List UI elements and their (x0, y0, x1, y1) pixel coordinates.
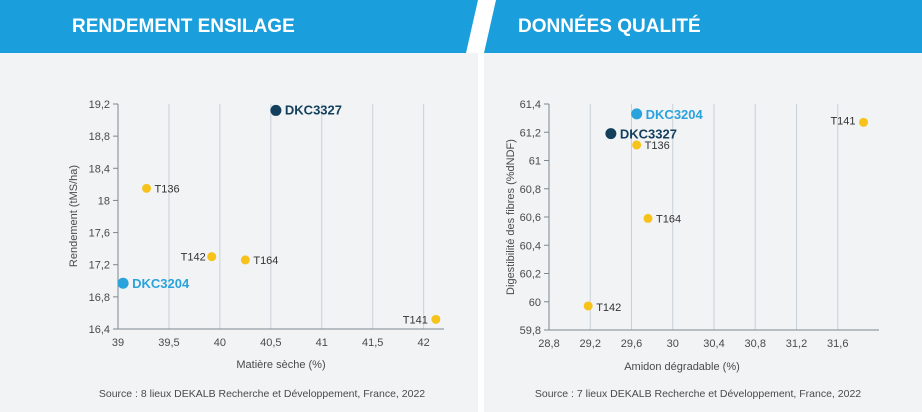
header-rendement-ensilage: RENDEMENT ENSILAGE (0, 0, 478, 53)
y-tick-label: 60,6 (520, 212, 541, 224)
x-tick-label: 29,2 (580, 338, 601, 350)
point-label-t136: T136 (155, 183, 180, 195)
y-tick-label: 18 (98, 195, 110, 207)
y-tick-label: 18,8 (89, 131, 110, 143)
data-point-dkc3204 (631, 108, 643, 120)
y-axis-title: Rendement (tMS/ha) (68, 165, 80, 267)
x-tick-label: 41,5 (362, 337, 383, 349)
header-title: DONNÉES QUALITÉ (518, 15, 701, 37)
source-note: Source : 7 lieux DEKALB Recherche et Dév… (535, 388, 861, 400)
data-point-dkc3327 (270, 104, 282, 116)
y-tick-label: 61,4 (520, 99, 541, 111)
data-point-dkc3204 (117, 277, 129, 289)
y-tick-label: 16,8 (89, 292, 110, 304)
point-label-t142: T142 (181, 252, 206, 264)
y-tick-label: 61,2 (520, 127, 541, 139)
x-tick-label: 30,8 (745, 338, 766, 350)
point-label-dkc3204: DKC3204 (132, 276, 190, 291)
y-tick-label: 60 (529, 297, 541, 309)
x-tick-label: 30 (667, 338, 679, 350)
x-tick-label: 30,4 (703, 338, 724, 350)
data-point-t164 (240, 255, 250, 265)
data-point-t164 (643, 213, 653, 223)
x-tick-label: 29,6 (621, 338, 642, 350)
rendement-scatter-chart: 39 39,5 40 40,5 41 41,5 42 16,4 16,8 17,2 17,6 18 18… (68, 99, 444, 400)
x-tick-label: 40,5 (260, 337, 281, 349)
point-label-dkc3327: DKC3327 (285, 102, 342, 117)
y-tick-label: 60,2 (520, 269, 541, 281)
data-point-t142 (583, 301, 593, 311)
y-tick-label: 17,6 (89, 228, 110, 240)
point-label-t141: T141 (830, 115, 855, 127)
y-tick-label: 17,2 (89, 260, 110, 272)
chart-panel-rendement: 39 39,5 40 40,5 41 41,5 42 16,4 16,8 17,2 17,6 18 18… (0, 53, 478, 412)
y-tick-label: 16,4 (89, 324, 110, 336)
y-axis-title: Digestibilité des fibres (%dNDF) (505, 139, 517, 295)
point-label-t141: T141 (403, 314, 428, 326)
x-tick-label: 39,5 (158, 337, 179, 349)
point-label-dkc3204: DKC3204 (646, 107, 704, 122)
data-point-t136 (142, 183, 152, 193)
qualite-scatter-chart: 28,8 29,2 29,6 30 30,4 30,8 31,2 31,6 59,8 60 60,2… (505, 99, 879, 400)
x-tick-label: 28,8 (538, 338, 559, 350)
point-label-t136: T136 (645, 140, 670, 152)
source-note: Source : 8 lieux DEKALB Recherche et Dév… (99, 388, 425, 400)
y-tick-label: 59,8 (520, 325, 541, 337)
data-point-t142 (207, 252, 217, 262)
x-tick-label: 42 (418, 337, 430, 349)
data-point-t141 (859, 117, 869, 127)
x-axis-title: Amidon dégradable (%) (624, 361, 740, 373)
x-tick-label: 31,6 (827, 338, 848, 350)
x-tick-label: 40 (214, 337, 226, 349)
y-tick-label: 18,4 (89, 163, 110, 175)
y-tick-label: 61 (529, 156, 541, 168)
y-tick-label: 19,2 (89, 99, 110, 111)
point-label-dkc3327: DKC3327 (620, 127, 677, 142)
data-point-t136 (632, 140, 642, 150)
chart-panel-qualite: 28,8 29,2 29,6 30 30,4 30,8 31,2 31,6 59,8 60 60,2… (484, 53, 922, 412)
x-tick-label: 41 (316, 337, 328, 349)
header-donnees-qualite: DONNÉES QUALITÉ (484, 0, 922, 53)
header-title: RENDEMENT ENSILAGE (72, 15, 295, 37)
x-tick-label: 39 (112, 337, 124, 349)
x-axis-title: Matière sèche (%) (236, 359, 325, 371)
point-label-t164: T164 (656, 213, 681, 225)
y-tick-label: 60,4 (520, 240, 541, 252)
data-point-t141 (431, 314, 441, 324)
y-tick-label: 60,8 (520, 184, 541, 196)
point-label-t142: T142 (596, 302, 621, 314)
data-point-dkc3327 (605, 128, 617, 140)
point-label-t164: T164 (253, 255, 278, 267)
x-tick-label: 31,2 (786, 338, 807, 350)
